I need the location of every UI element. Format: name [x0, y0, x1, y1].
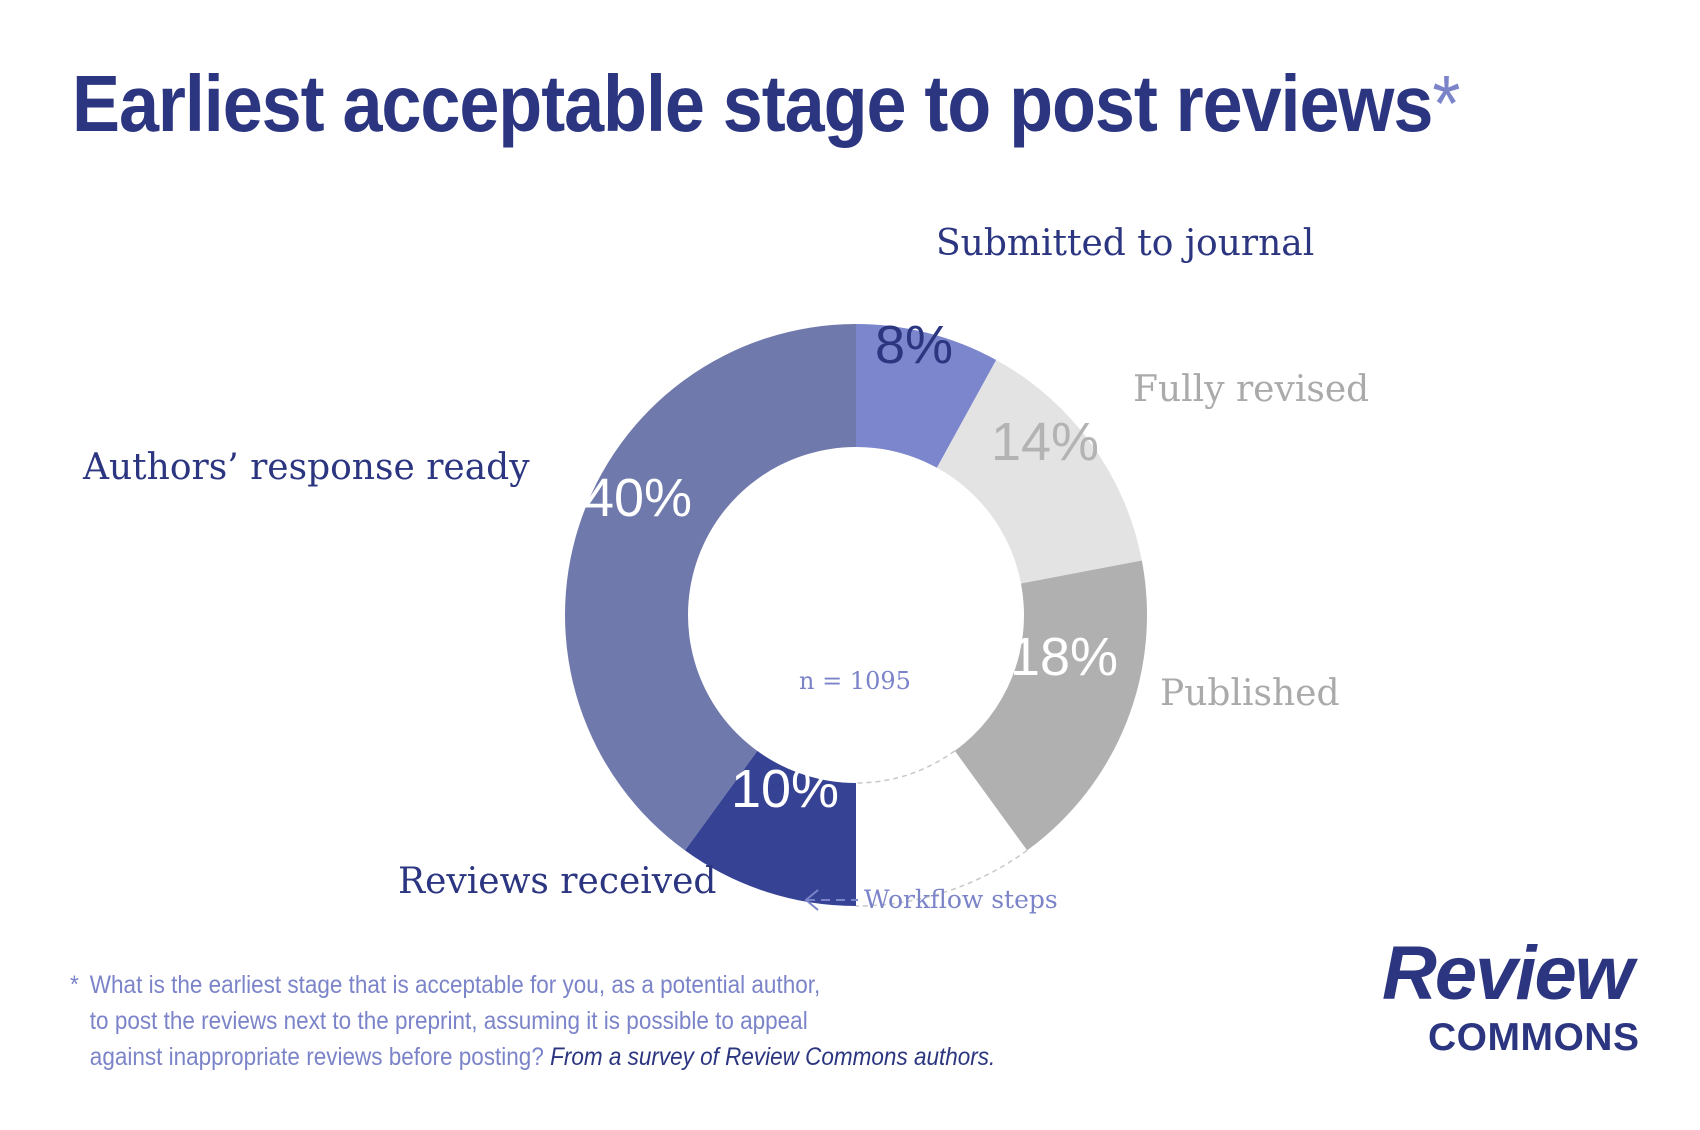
label-reviews-received: Reviews received [398, 861, 716, 902]
donut-slice-3 [856, 750, 1028, 906]
donut-slice-2 [954, 560, 1147, 851]
footnote-star: * [70, 971, 79, 999]
title-text: Earliest acceptable stage to post review… [72, 59, 1433, 148]
footnote-source: From a survey of Review Commons authors. [550, 1043, 996, 1071]
pct-label-reviews-received: 10% [731, 759, 839, 819]
review-commons-logo: Review COMMONS [1382, 930, 1652, 1080]
donut-slice-4 [684, 750, 856, 906]
footnote-line-1: * What is the earliest stage that is acce… [70, 967, 995, 1003]
chart-title: Earliest acceptable stage to post review… [72, 58, 1460, 150]
label-authors-response: Authors’ response ready [82, 447, 530, 488]
pct-label-submitted: 8% [875, 315, 953, 375]
donut-slice-1 [936, 359, 1142, 584]
empty-slice-inner-outline [855, 750, 956, 784]
footnote-text-1: What is the earliest stage that is accep… [89, 971, 821, 999]
footnote: * What is the earliest stage that is acce… [70, 967, 995, 1075]
pct-label-fully-revised: 14% [991, 412, 1099, 472]
logo-word: Review [1382, 931, 1634, 1016]
pct-label-authors-response: 40% [584, 468, 692, 528]
logo-sub: COMMONS [1428, 1016, 1640, 1059]
label-published: Published [1160, 673, 1340, 714]
title-asterisk: * [1432, 59, 1460, 148]
footnote-line-3: against inappropriate reviews before pos… [70, 1039, 995, 1075]
sample-size-label: n = 1095 [799, 667, 911, 695]
footnote-text-3: against inappropriate reviews before pos… [89, 1043, 551, 1071]
footnote-line-2: to post the reviews next to the preprint… [89, 1007, 808, 1035]
label-submitted: Submitted to journal [936, 223, 1314, 264]
empty-slice-outer-outline [855, 849, 1028, 907]
donut-slice-5 [565, 324, 856, 851]
pct-label-published: 18% [1010, 627, 1118, 687]
donut-slice-0 [856, 324, 997, 468]
workflow-arrow-icon [804, 889, 858, 911]
label-fully-revised: Fully revised [1133, 369, 1369, 410]
donut-slices [565, 324, 1147, 907]
workflow-annotation: Workflow steps [864, 885, 1058, 914]
